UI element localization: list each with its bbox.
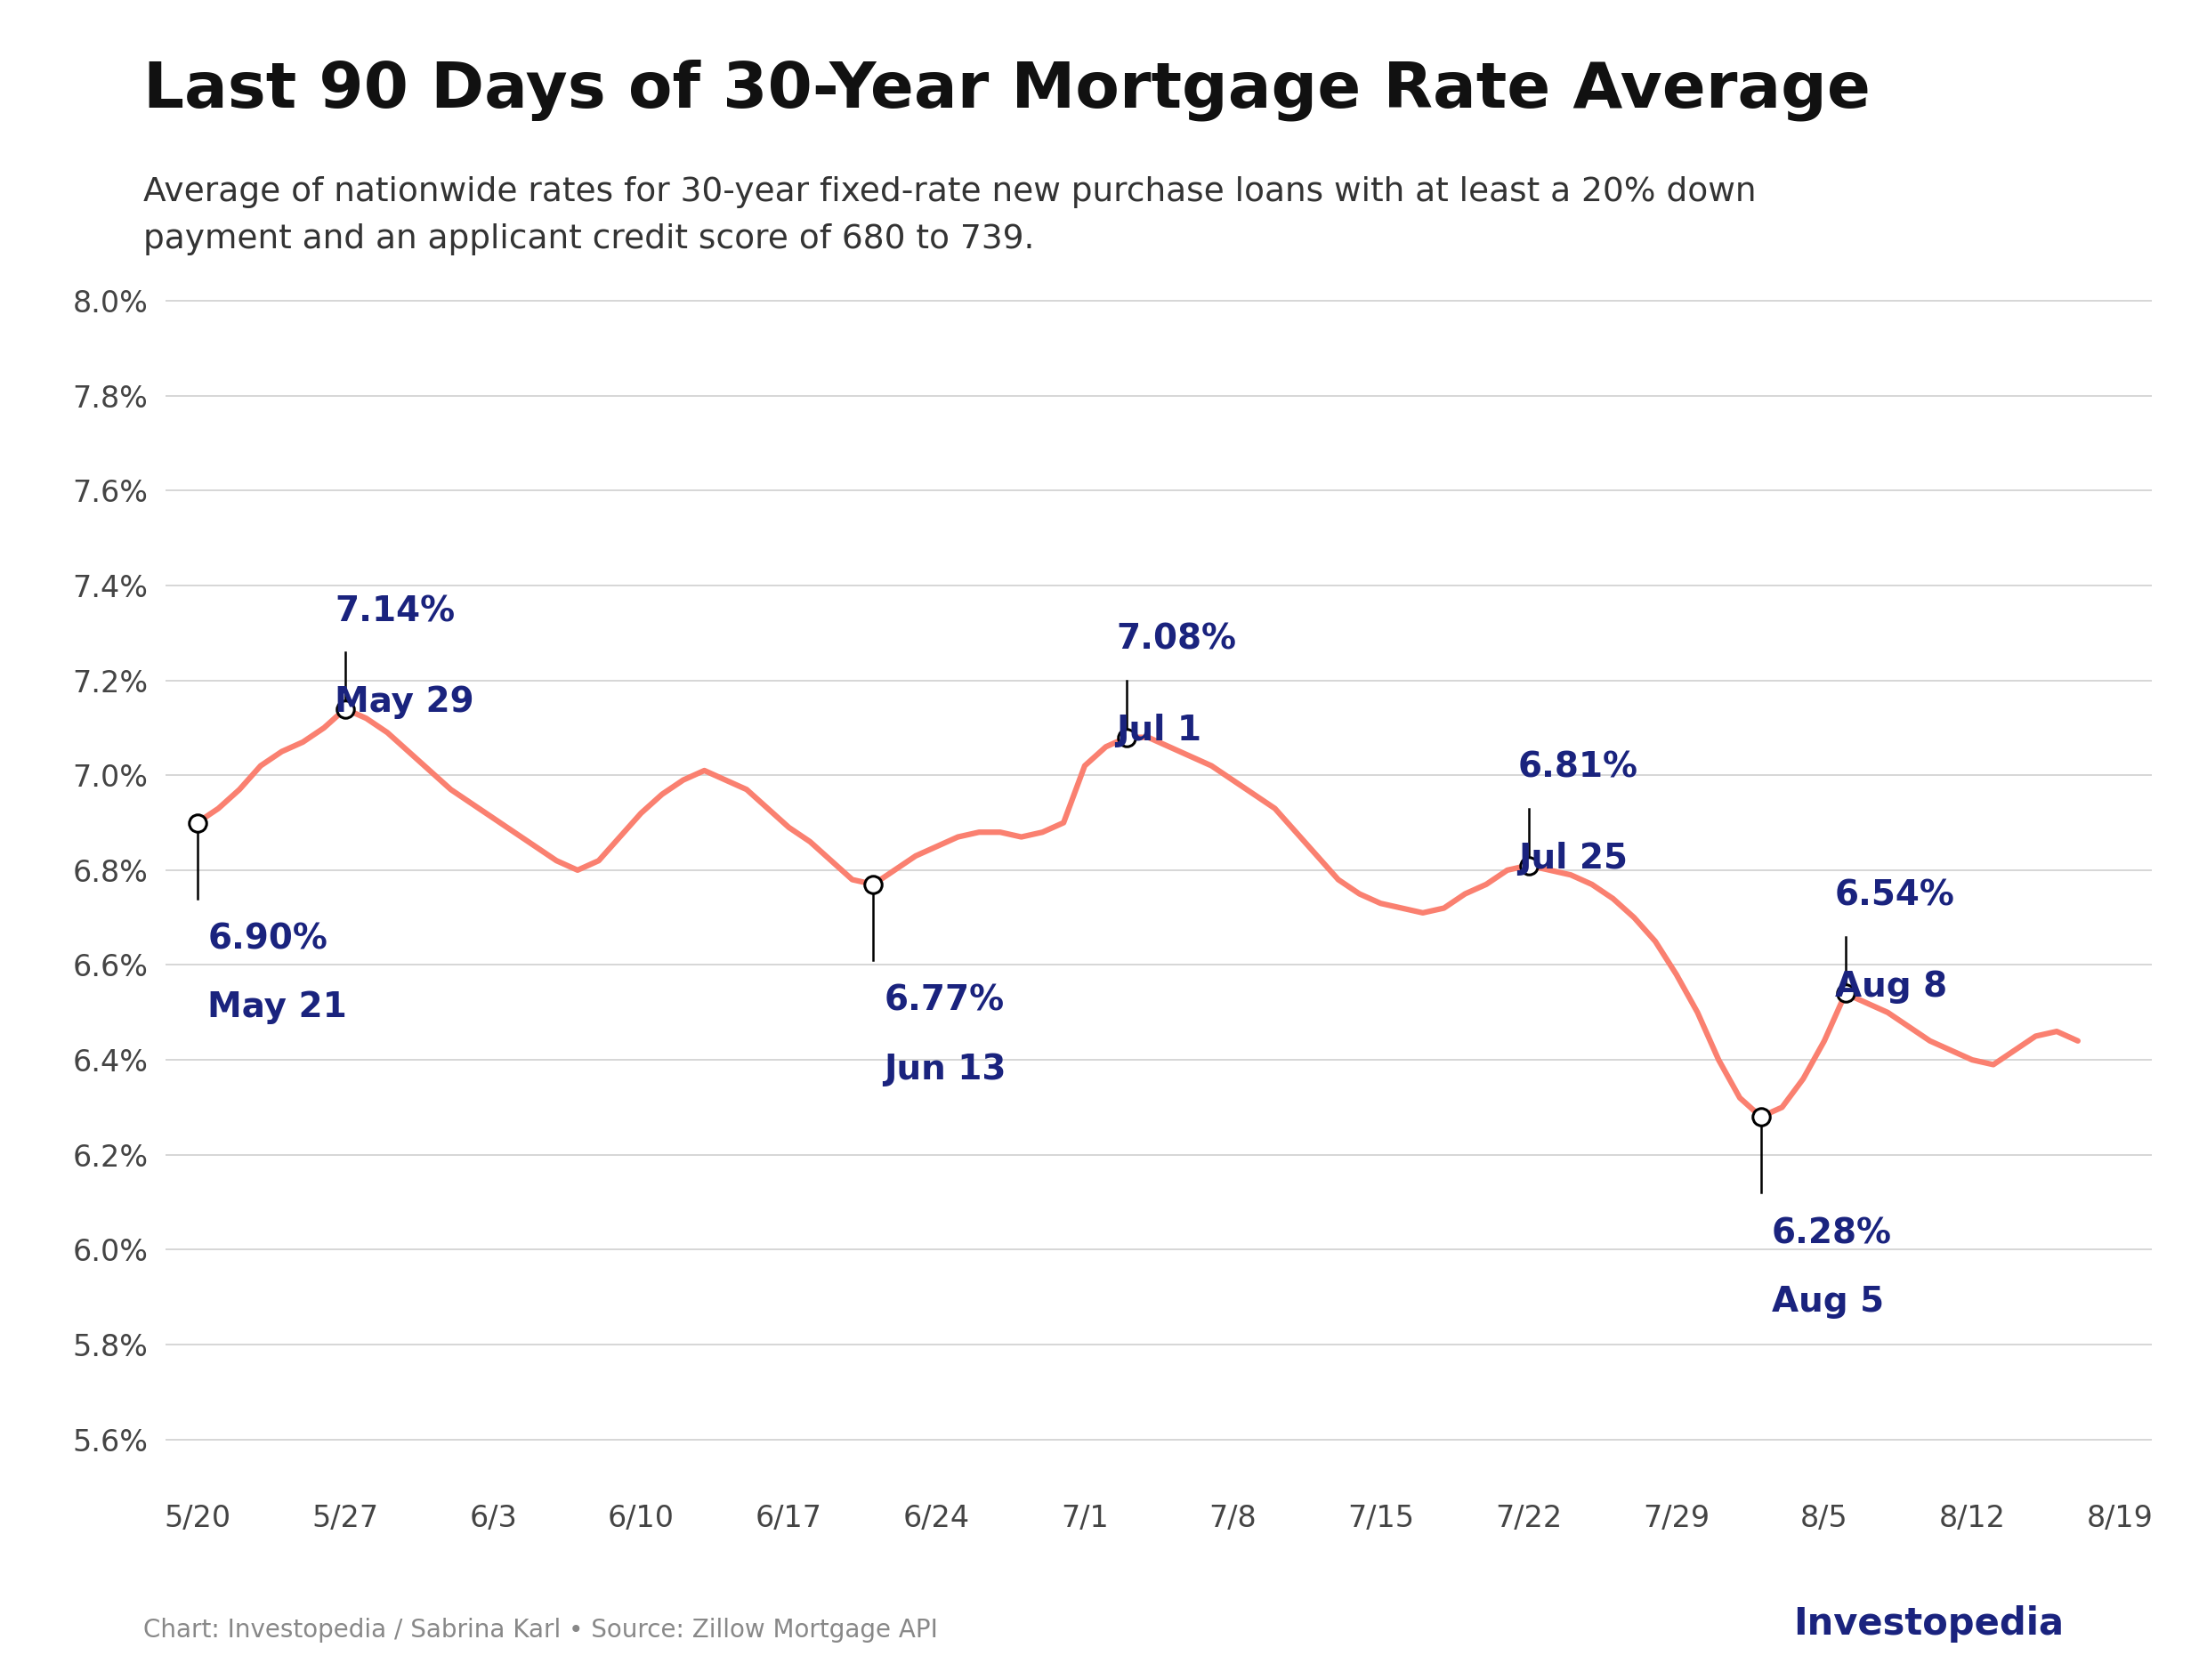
Text: 7.14%: 7.14% — [335, 595, 455, 628]
Text: Jul 25: Jul 25 — [1518, 842, 1627, 875]
Text: 6.54%: 6.54% — [1834, 879, 1955, 912]
Text: Jul 1: Jul 1 — [1117, 714, 1203, 748]
Text: Investopedia: Investopedia — [1792, 1606, 2064, 1643]
Text: Jun 13: Jun 13 — [885, 1052, 1006, 1085]
Text: May 21: May 21 — [207, 991, 346, 1025]
Text: Aug 5: Aug 5 — [1772, 1285, 1885, 1319]
Text: 6.81%: 6.81% — [1518, 751, 1638, 785]
Text: 6.90%: 6.90% — [207, 922, 329, 956]
Text: Last 90 Days of 30-Year Mortgage Rate Average: Last 90 Days of 30-Year Mortgage Rate Av… — [143, 59, 1872, 121]
Text: 6.77%: 6.77% — [885, 984, 1004, 1018]
Text: 6.28%: 6.28% — [1772, 1216, 1891, 1250]
Text: May 29: May 29 — [335, 685, 475, 719]
Text: Aug 8: Aug 8 — [1834, 969, 1947, 1003]
Text: 7.08%: 7.08% — [1117, 623, 1236, 657]
Text: Chart: Investopedia / Sabrina Karl • Source: Zillow Mortgage API: Chart: Investopedia / Sabrina Karl • Sou… — [143, 1618, 938, 1643]
Text: Average of nationwide rates for 30-year fixed-rate new purchase loans with at le: Average of nationwide rates for 30-year … — [143, 176, 1757, 255]
